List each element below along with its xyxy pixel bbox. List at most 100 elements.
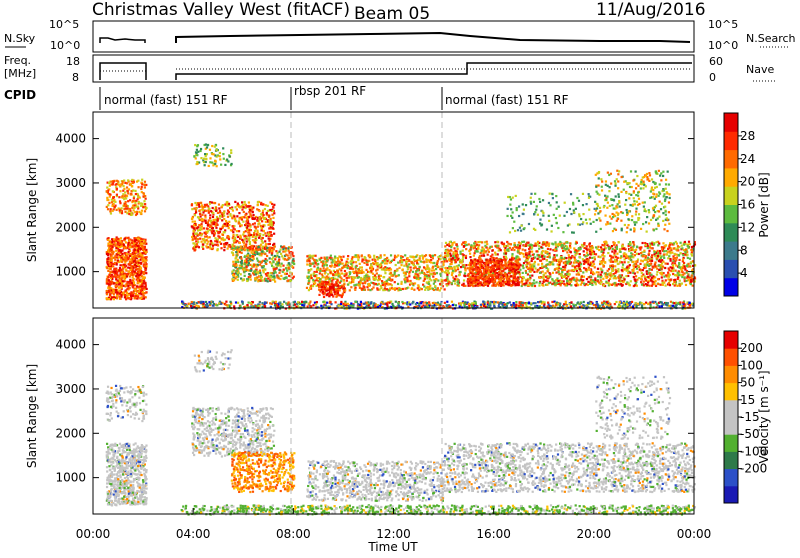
- power-cell: [252, 211, 254, 213]
- power-cell: [124, 191, 126, 193]
- power-cell: [197, 216, 199, 218]
- power-cell: [533, 271, 535, 273]
- power-cell: [558, 271, 560, 273]
- power-cell: [232, 249, 234, 251]
- power-cell: [140, 205, 142, 207]
- power-cell: [283, 269, 285, 271]
- power-cell: [531, 260, 533, 262]
- power-cell: [115, 267, 117, 269]
- power-cell: [236, 230, 238, 232]
- power-cell: [132, 274, 134, 276]
- power-cell: [597, 268, 599, 270]
- power-cell: [664, 262, 666, 264]
- power-cell: [473, 255, 475, 257]
- power-cell: [377, 279, 379, 281]
- power-cell: [243, 271, 245, 273]
- power-cell: [217, 231, 219, 233]
- power-cell: [199, 232, 201, 234]
- power-cell: [135, 239, 137, 241]
- power-cell: [129, 297, 131, 299]
- power-cell: [202, 248, 204, 250]
- power-cell: [230, 163, 232, 165]
- power-cell: [145, 291, 147, 293]
- power-cell: [207, 221, 209, 223]
- power-cell: [242, 206, 244, 208]
- power-cell: [224, 164, 226, 166]
- power-cell: [199, 209, 201, 211]
- power-cell: [611, 250, 613, 252]
- power-cell: [275, 271, 277, 273]
- power-cell: [534, 256, 536, 258]
- power-cell: [193, 242, 195, 244]
- power-cell: [690, 277, 692, 279]
- power-cell: [110, 181, 112, 183]
- power-cell: [361, 288, 363, 290]
- power-cell: [221, 219, 223, 221]
- power-cell: [617, 263, 619, 265]
- power-cell: [228, 221, 230, 223]
- power-cell: [265, 221, 267, 223]
- power-cell: [254, 242, 256, 244]
- power-cell: [132, 276, 134, 278]
- power-cell: [439, 258, 441, 260]
- power-cell: [582, 271, 584, 273]
- power-cell: [657, 250, 659, 252]
- power-cell: [133, 256, 135, 258]
- power-cell: [641, 275, 643, 277]
- power-cell: [627, 261, 629, 263]
- power-cell: [312, 257, 314, 259]
- power-cell: [391, 260, 393, 262]
- power-cell: [235, 261, 237, 263]
- power-cell: [128, 240, 130, 242]
- power-cell: [651, 281, 653, 283]
- power-cell: [240, 257, 242, 259]
- power-cell: [202, 211, 204, 213]
- power-cell: [519, 269, 521, 271]
- power-cell: [591, 284, 593, 286]
- power-cell: [586, 252, 588, 254]
- power-cell: [223, 231, 225, 233]
- power-cell: [120, 259, 122, 261]
- power-cell: [347, 283, 349, 285]
- power-cell: [397, 262, 399, 264]
- power-cell: [246, 229, 248, 231]
- power-cell: [113, 293, 115, 295]
- power-cell: [376, 268, 378, 270]
- power-cell: [135, 293, 137, 295]
- power-cell: [207, 230, 209, 232]
- power-cell: [269, 279, 271, 281]
- power-cell: [308, 282, 310, 284]
- power-cell: [119, 240, 121, 242]
- power-cell: [531, 246, 533, 248]
- power-cell: [400, 259, 402, 261]
- station-title: Christmas Valley West (fitACF): [92, 0, 350, 20]
- power-cell: [486, 241, 488, 243]
- cpid-segment-1: normal (fast) 151 RF: [104, 93, 228, 107]
- power-cell: [583, 250, 585, 252]
- power-cell: [269, 257, 271, 259]
- power-cell: [267, 243, 269, 245]
- power-cell: [439, 273, 441, 275]
- power-cell: [214, 163, 216, 165]
- power-cell: [405, 278, 407, 280]
- power-cell: [273, 212, 275, 214]
- power-cell: [198, 204, 200, 206]
- power-cell: [106, 267, 108, 269]
- power-cell: [133, 207, 135, 209]
- power-cell: [358, 272, 360, 274]
- power-cell: [674, 279, 676, 281]
- power-cell: [229, 155, 231, 157]
- power-cell: [197, 245, 199, 247]
- power-cell: [575, 280, 577, 282]
- power-cell: [633, 276, 635, 278]
- power-cell: [249, 276, 251, 278]
- power-cell: [457, 248, 459, 250]
- power-cell: [629, 272, 631, 274]
- power-cell: [109, 285, 111, 287]
- power-cell: [191, 217, 193, 219]
- power-cell: [112, 183, 114, 185]
- power-cell: [191, 208, 193, 210]
- power-cell: [292, 277, 294, 279]
- power-cell: [316, 271, 318, 273]
- power-cell: [246, 240, 248, 242]
